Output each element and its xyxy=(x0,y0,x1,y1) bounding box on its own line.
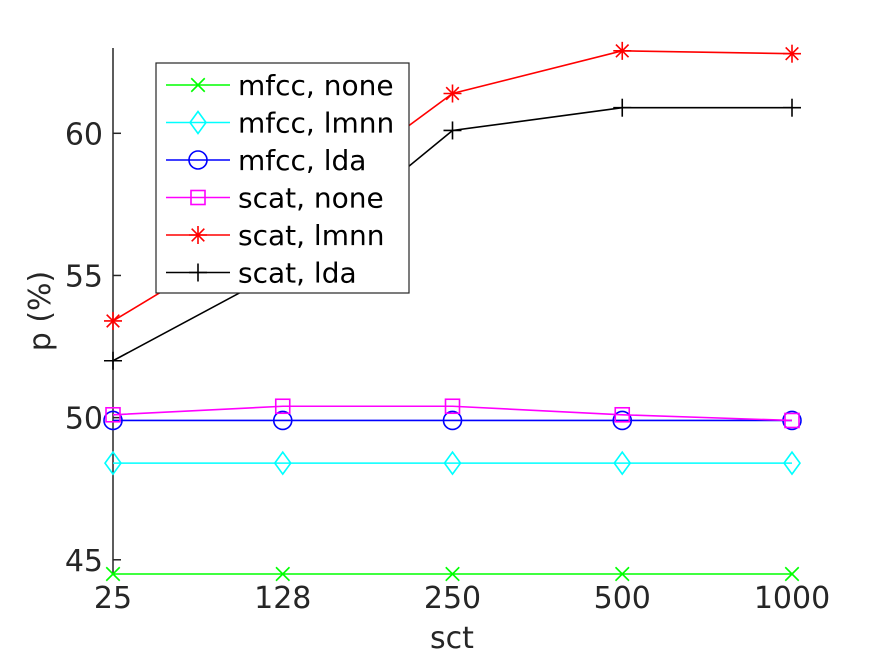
data-point xyxy=(272,410,293,431)
legend-item: mfcc, lmnn xyxy=(166,107,394,140)
y-axis-title: p (%) xyxy=(23,271,58,352)
data-point xyxy=(784,566,800,582)
y-tick-label: 45 xyxy=(65,544,103,579)
data-point xyxy=(105,406,121,423)
x-tick-label: 128 xyxy=(254,581,311,616)
series-mfcc-lmnn xyxy=(104,450,801,476)
data-point xyxy=(783,450,801,476)
legend-label: scat, lmnn xyxy=(238,219,384,252)
legend-item: mfcc, lda xyxy=(166,144,366,177)
data-point xyxy=(783,44,801,63)
data-point xyxy=(443,84,462,103)
data-point xyxy=(614,406,631,423)
data-point xyxy=(783,98,801,117)
legend-item: scat, lmnn xyxy=(166,219,384,252)
data-point xyxy=(103,410,123,431)
data-point xyxy=(784,412,800,429)
x-ticks: 25 128 250 500 1000 xyxy=(94,581,830,616)
legend-label: mfcc, lda xyxy=(238,144,366,177)
data-point xyxy=(442,410,463,431)
series-mfcc-lda xyxy=(103,410,802,431)
x-tick-label: 250 xyxy=(424,581,481,616)
data-point xyxy=(613,41,632,60)
x-tick-label: 25 xyxy=(94,581,132,616)
legend-label: scat, lda xyxy=(238,257,357,290)
legend-label: scat, none xyxy=(238,182,384,215)
legend-item: scat, lda xyxy=(166,257,357,290)
data-point xyxy=(612,410,633,431)
data-point xyxy=(445,566,460,582)
legend-item: scat, none xyxy=(166,182,384,215)
legend-item: mfcc, none xyxy=(166,69,394,102)
y-ticks: 45 50 55 60 xyxy=(65,117,121,579)
legend-marker xyxy=(189,226,207,244)
x-tick-label: 500 xyxy=(594,581,651,616)
data-point xyxy=(104,450,122,476)
legend-marker xyxy=(189,263,207,282)
data-point xyxy=(104,351,122,370)
legend-box xyxy=(155,62,410,294)
series-scat-none xyxy=(105,398,800,429)
data-point xyxy=(104,311,122,330)
legend-label: mfcc, lmnn xyxy=(238,107,394,140)
data-point xyxy=(274,398,291,415)
legend-marker xyxy=(190,77,206,93)
y-tick-label: 60 xyxy=(65,117,103,152)
legend-marker xyxy=(189,110,207,135)
data-point xyxy=(443,121,462,140)
data-point xyxy=(105,566,121,582)
data-point xyxy=(275,566,291,582)
legend: mfcc, none mfcc, lmnn mfcc, lda scat, none s… xyxy=(155,62,410,294)
x-axis-title: sct xyxy=(430,621,474,656)
legend-label: mfcc, none xyxy=(238,69,394,102)
x-tick-label: 1000 xyxy=(754,581,830,616)
data-point xyxy=(613,450,632,476)
data-point xyxy=(614,566,630,582)
legend-marker xyxy=(188,150,208,170)
data-point xyxy=(444,398,461,415)
data-point xyxy=(443,450,462,476)
data-point xyxy=(273,450,292,476)
series-line xyxy=(112,405,793,422)
y-tick-label: 50 xyxy=(65,402,103,437)
series-mfcc-none xyxy=(105,566,800,582)
data-point xyxy=(613,98,632,117)
y-tick-label: 55 xyxy=(65,259,103,294)
legend-marker xyxy=(190,189,206,206)
